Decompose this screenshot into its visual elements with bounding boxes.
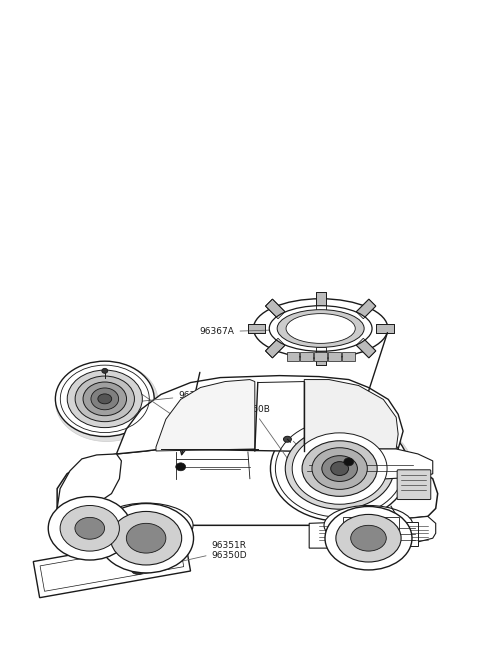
Ellipse shape — [110, 511, 182, 565]
Ellipse shape — [277, 309, 364, 348]
FancyBboxPatch shape — [343, 518, 399, 537]
Text: 96351R
96350D: 96351R 96350D — [150, 541, 247, 568]
Ellipse shape — [55, 361, 154, 436]
Ellipse shape — [253, 299, 388, 358]
Ellipse shape — [102, 369, 108, 373]
Ellipse shape — [331, 462, 348, 476]
Ellipse shape — [312, 447, 367, 489]
Ellipse shape — [67, 370, 143, 428]
FancyBboxPatch shape — [342, 351, 355, 361]
Ellipse shape — [322, 456, 358, 482]
Text: 96370A: 96370A — [129, 391, 213, 403]
Polygon shape — [156, 380, 255, 451]
Ellipse shape — [98, 394, 112, 404]
FancyBboxPatch shape — [300, 351, 313, 361]
Ellipse shape — [75, 518, 105, 539]
Polygon shape — [33, 535, 191, 598]
Polygon shape — [316, 292, 325, 309]
Text: 1229CA: 1229CA — [293, 442, 398, 536]
Ellipse shape — [325, 507, 412, 570]
Polygon shape — [376, 323, 394, 334]
Ellipse shape — [99, 503, 193, 573]
Polygon shape — [356, 338, 376, 358]
Polygon shape — [265, 338, 285, 358]
Ellipse shape — [344, 458, 354, 466]
Ellipse shape — [176, 463, 186, 471]
Polygon shape — [248, 323, 265, 334]
Polygon shape — [356, 299, 376, 319]
FancyBboxPatch shape — [388, 522, 418, 546]
FancyBboxPatch shape — [397, 470, 431, 499]
Ellipse shape — [286, 313, 355, 344]
Polygon shape — [316, 348, 325, 365]
Polygon shape — [57, 454, 121, 510]
Ellipse shape — [126, 524, 166, 553]
Polygon shape — [117, 376, 403, 457]
Ellipse shape — [91, 388, 119, 410]
Text: 96367A: 96367A — [200, 327, 277, 336]
Ellipse shape — [55, 362, 158, 442]
Ellipse shape — [292, 433, 387, 505]
Text: 96360B: 96360B — [235, 405, 295, 470]
Ellipse shape — [60, 505, 120, 551]
Polygon shape — [304, 449, 433, 481]
FancyBboxPatch shape — [328, 351, 341, 361]
Ellipse shape — [285, 428, 394, 509]
Ellipse shape — [75, 376, 134, 422]
Polygon shape — [309, 516, 436, 548]
Ellipse shape — [271, 418, 414, 527]
Polygon shape — [57, 449, 438, 526]
Ellipse shape — [131, 564, 145, 574]
FancyBboxPatch shape — [287, 351, 300, 361]
Polygon shape — [265, 299, 285, 319]
Ellipse shape — [48, 497, 131, 560]
Polygon shape — [304, 380, 398, 449]
Ellipse shape — [351, 526, 386, 551]
Ellipse shape — [99, 503, 193, 548]
Ellipse shape — [284, 436, 291, 442]
Ellipse shape — [302, 441, 377, 496]
Ellipse shape — [83, 382, 127, 416]
Ellipse shape — [336, 514, 401, 562]
Ellipse shape — [270, 416, 409, 521]
Ellipse shape — [324, 505, 413, 545]
Text: 1249GB: 1249GB — [110, 373, 214, 436]
FancyBboxPatch shape — [314, 351, 327, 361]
Ellipse shape — [269, 306, 372, 351]
